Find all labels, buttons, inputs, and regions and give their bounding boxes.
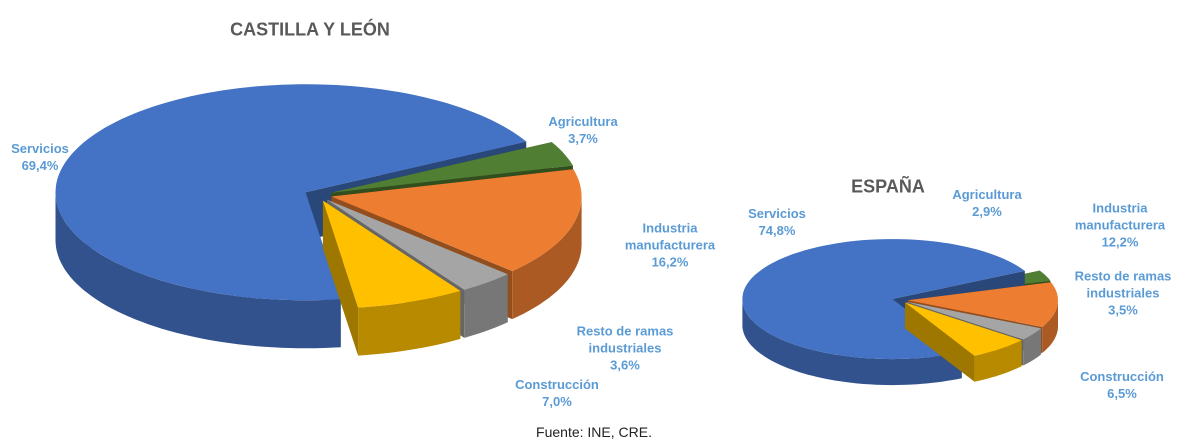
category-label: Resto de ramas industriales <box>1074 268 1172 301</box>
chart-title: ESPAÑA <box>851 176 925 197</box>
category-label: Servicios <box>11 141 69 156</box>
value-label: 3,5% <box>1108 302 1138 318</box>
slice <box>905 302 1022 356</box>
category-label: Servicios <box>748 206 806 221</box>
data-label: Servicios 69,4% <box>0 140 101 174</box>
data-label: Resto de ramas industriales 3,6% <box>564 323 686 374</box>
slice-side <box>512 196 582 320</box>
slice-side <box>1023 328 1042 366</box>
category-label: Construcción <box>515 377 599 392</box>
value-label: 2,9% <box>972 204 1002 219</box>
data-label: Agricultura 2,9% <box>926 186 1048 220</box>
chart-title: CASTILLA Y LEÓN <box>230 19 390 40</box>
slice-cut <box>905 302 975 382</box>
data-label: Construcción 6,5% <box>1061 368 1183 402</box>
slice <box>331 142 573 193</box>
source-note: Fuente: INE, CRE. <box>536 424 652 440</box>
category-label: Agricultura <box>952 187 1022 202</box>
data-label: Servicios 74,8% <box>716 205 838 239</box>
value-label: 7,0% <box>542 394 572 409</box>
slice-side <box>55 192 341 349</box>
slice-side <box>464 274 508 338</box>
slice <box>322 200 461 308</box>
category-label: Resto de ramas industriales <box>576 323 674 356</box>
value-label: 12,2% <box>1101 234 1139 250</box>
slice-side <box>742 299 962 386</box>
data-label: Construcción 7,0% <box>496 376 618 410</box>
slice-side <box>358 290 461 356</box>
value-label: 74,8% <box>758 223 796 238</box>
value-label: 3,6% <box>610 357 640 373</box>
data-label: Resto de ramas industriales 3,5% <box>1062 268 1184 319</box>
value-label: 6,5% <box>1107 386 1137 401</box>
category-label: Industria manufacturera <box>624 220 716 253</box>
slice <box>907 282 1058 327</box>
slice <box>331 169 582 272</box>
data-label: Agricultura 3,7% <box>522 113 644 147</box>
slice <box>906 301 1042 340</box>
category-label: Industria manufacturera <box>1074 200 1166 233</box>
slice <box>326 199 508 290</box>
data-label: Industria manufacturera 16,2% <box>609 220 731 271</box>
data-label: Industria manufacturera 12,2% <box>1059 200 1181 251</box>
slice <box>742 239 1025 360</box>
slice <box>55 84 527 301</box>
slice-side <box>974 340 1022 382</box>
category-label: Agricultura <box>548 114 618 129</box>
value-label: 16,2% <box>651 254 689 270</box>
slice-cut <box>322 200 359 356</box>
category-label: Construcción <box>1080 369 1164 384</box>
value-label: 69,4% <box>21 158 59 173</box>
value-label: 3,7% <box>568 131 598 146</box>
slice-side <box>1042 300 1058 353</box>
